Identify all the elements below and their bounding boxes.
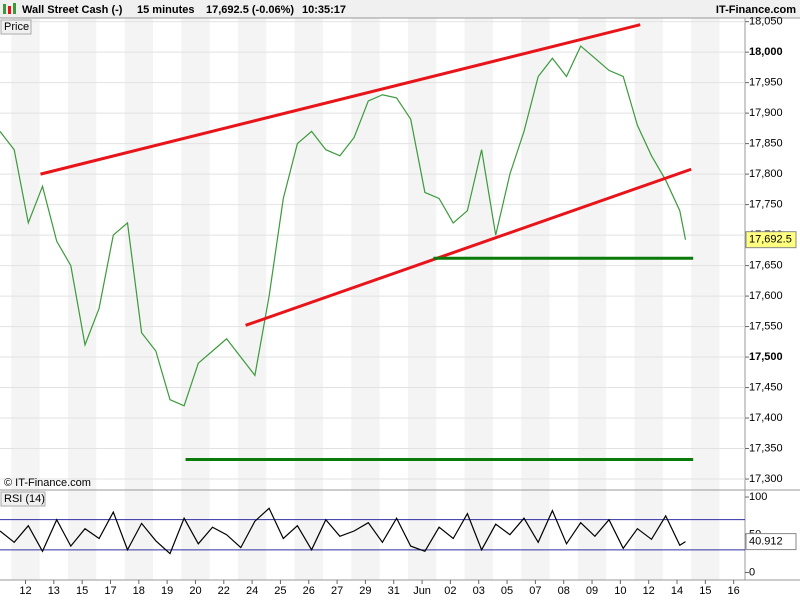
x-tick-label: 31: [388, 585, 400, 597]
y-tick-label: 0: [749, 566, 755, 578]
y-tick-label: 17,450: [749, 381, 783, 393]
x-tick-label: Jun: [413, 585, 431, 597]
x-tick-label: 22: [218, 585, 230, 597]
y-tick-label: 17,400: [749, 412, 783, 424]
day-stripe: [67, 18, 97, 580]
x-tick-label: 27: [331, 585, 343, 597]
y-tick-label: 17,950: [749, 77, 783, 89]
x-tick-label: 14: [671, 585, 683, 597]
y-tick-label: 18,000: [749, 46, 783, 58]
x-tick-label: 08: [558, 585, 570, 597]
x-tick-label: 18: [133, 585, 145, 597]
x-tick-label: 25: [274, 585, 286, 597]
x-tick-label: 15: [699, 585, 711, 597]
day-stripes: [11, 18, 720, 580]
x-tick-label: 19: [161, 585, 173, 597]
x-tick-label: 13: [48, 585, 60, 597]
x-tick-label: 12: [643, 585, 655, 597]
x-tick-label: 26: [303, 585, 315, 597]
x-tick-label: 09: [586, 585, 598, 597]
logo-icon: [3, 4, 6, 14]
x-tick-label: 29: [359, 585, 371, 597]
day-stripe: [521, 18, 550, 580]
price-panel: 17,300 17,350 17,400 17,450 17,500 17,550 17,6…: [0, 16, 797, 485]
y-tick-label: 17,850: [749, 138, 783, 150]
x-tick-label: 02: [444, 585, 456, 597]
panel-title-box: [0, 491, 46, 507]
last-value-box: [745, 533, 797, 551]
rsi-panel: 05010040.912: [0, 491, 797, 578]
watermark: © IT-Finance.com: [4, 477, 91, 489]
y-tick-label: 17,600: [749, 290, 783, 302]
x-tick-label: 05: [501, 585, 513, 597]
x-tick-label: 20: [189, 585, 201, 597]
day-stripe: [407, 18, 437, 580]
day-stripe: [351, 18, 380, 580]
y-tick-label: 18,050: [749, 16, 783, 28]
x-tick-label: 12: [19, 585, 31, 597]
rsi-line: [0, 507, 686, 555]
x-tick-label: 17: [104, 585, 116, 597]
last-price-box: [745, 231, 797, 249]
x-tick-label: 03: [473, 585, 485, 597]
y-tick-label: 17,500: [749, 351, 783, 363]
panel-title: Price: [4, 21, 29, 33]
day-stripe: [181, 18, 210, 580]
brand: IT-Finance.com: [716, 4, 796, 16]
trend-line: [245, 167, 692, 327]
x-tick-label: 24: [246, 585, 258, 597]
y-tick-label: 100: [749, 491, 767, 503]
day-stripe: [124, 18, 153, 580]
y-tick-label: 17,350: [749, 442, 783, 454]
x-tick-label: 07: [529, 585, 541, 597]
x-tick-label: 10: [614, 585, 626, 597]
logo-icon: [13, 3, 16, 14]
day-stripe: [691, 18, 720, 580]
x-tick-label: 16: [728, 585, 740, 597]
y-tick-label: 17,300: [749, 473, 783, 485]
logo-icon: [8, 6, 11, 14]
y-tick-label: 17,750: [749, 199, 783, 211]
day-stripe: [237, 18, 267, 580]
day-stripe: [634, 18, 663, 580]
day-stripe: [577, 18, 607, 580]
time: 10:35:17: [302, 4, 346, 16]
instrument: Wall Street Cash (-): [22, 4, 123, 16]
y-tick-label: 17,550: [749, 320, 783, 332]
day-stripe: [464, 18, 493, 580]
y-tick-label: 17,800: [749, 168, 783, 180]
quote: 17,692.5 (-0.06%): [206, 4, 294, 16]
y-tick-label: 17,650: [749, 259, 783, 271]
header-bar: [0, 0, 800, 18]
trend-line: [40, 23, 641, 176]
panel-title: RSI (14): [4, 493, 45, 505]
y-tick-label: 17,900: [749, 107, 783, 119]
last-value-label: 40.912: [749, 536, 783, 548]
last-price-label: 17,692.5: [749, 234, 792, 246]
x-tick-label: 15: [76, 585, 88, 597]
panel-title-box: [0, 19, 32, 35]
day-stripe: [11, 18, 40, 580]
price-line: [0, 45, 687, 407]
interval: 15 minutes: [137, 4, 194, 16]
